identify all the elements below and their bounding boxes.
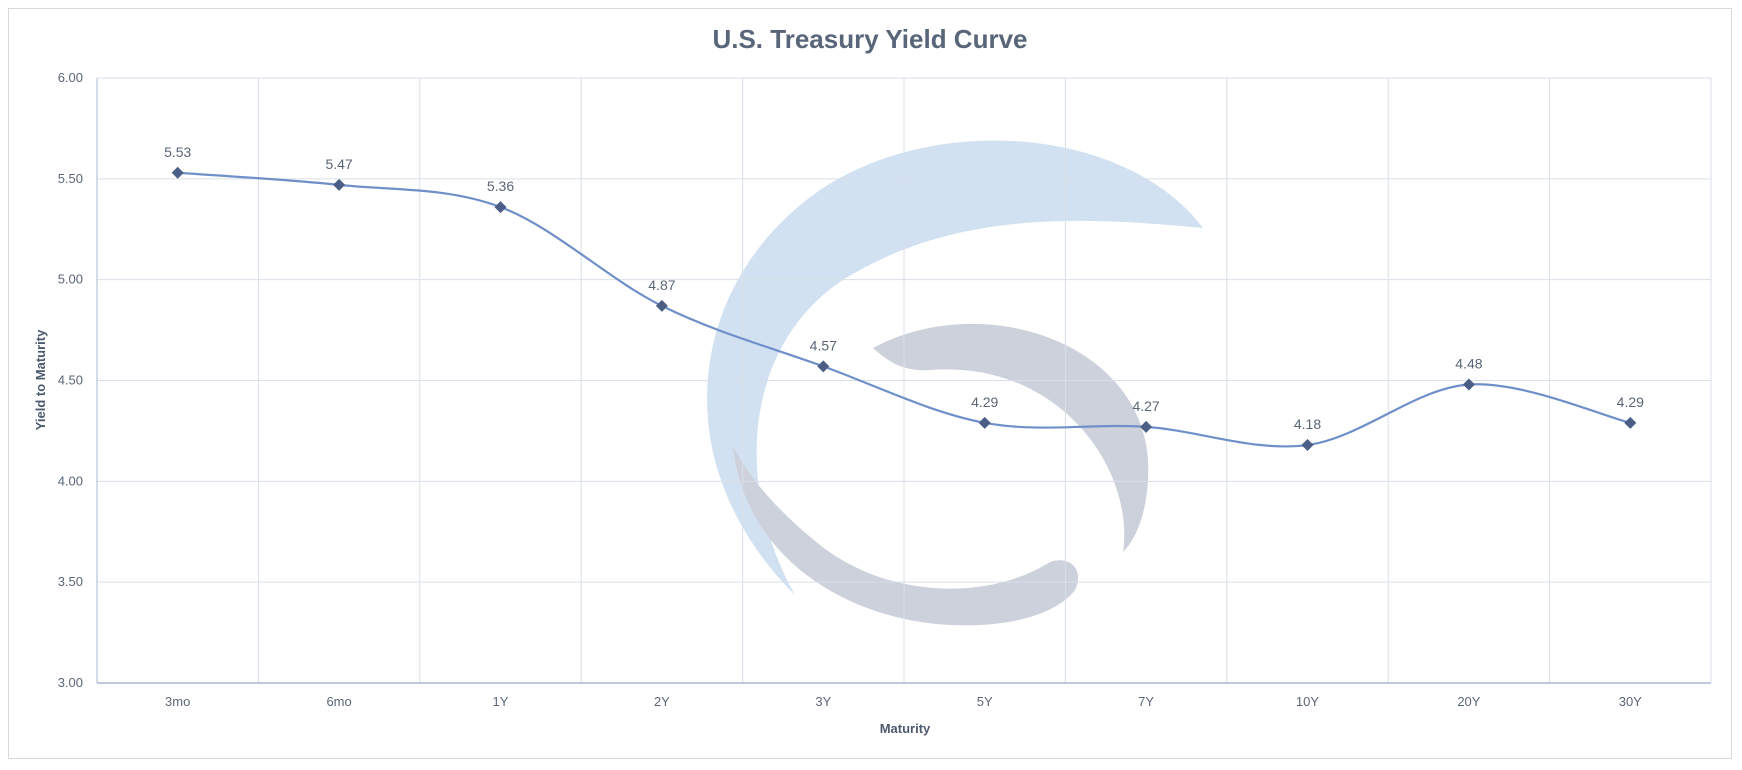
- x-tick-label: 30Y: [1619, 694, 1642, 709]
- x-tick-label: 2Y: [654, 694, 670, 709]
- watermark-gray-arc-lower: [733, 446, 1079, 626]
- axes: [96, 78, 1711, 684]
- x-tick-label: 1Y: [493, 694, 509, 709]
- data-label: 4.57: [810, 337, 837, 353]
- data-point-marker: [655, 299, 668, 312]
- x-axis-title: Maturity: [880, 721, 931, 736]
- series-line: [177, 171, 1631, 448]
- data-point-marker: [171, 166, 184, 179]
- data-point-marker: [494, 201, 507, 214]
- data-label: 4.18: [1294, 416, 1321, 432]
- y-axis-title: Yield to Maturity: [33, 329, 48, 430]
- data-label: 5.53: [164, 144, 191, 160]
- x-tick-labels: 3mo 6mo 1Y 2Y 3Y 5Y 7Y 10Y 20Y 30Y: [165, 694, 1642, 709]
- data-label: 5.47: [325, 156, 352, 172]
- y-tick-label: 5.00: [58, 272, 83, 287]
- x-tick-label: 5Y: [977, 694, 993, 709]
- data-point-marker: [1301, 439, 1314, 452]
- x-tick-label: 20Y: [1457, 694, 1480, 709]
- data-point-marker: [817, 360, 830, 373]
- data-label: 5.36: [487, 178, 514, 194]
- series-markers: [171, 166, 1637, 452]
- data-point-marker: [1140, 420, 1153, 433]
- data-point-marker: [978, 416, 991, 429]
- watermark-blue-arc: [707, 140, 1203, 595]
- data-label: 4.27: [1132, 398, 1159, 414]
- y-tick-label: 4.00: [58, 473, 83, 488]
- yield-line: [177, 171, 1631, 448]
- data-label: 4.48: [1455, 356, 1482, 372]
- y-tick-label: 4.50: [58, 373, 83, 388]
- data-point-marker: [1462, 378, 1475, 391]
- y-tick-label: 3.50: [58, 574, 83, 589]
- x-tick-label: 3mo: [165, 694, 190, 709]
- watermark-logo: [707, 140, 1203, 626]
- y-tick-labels: 3.00 3.50 4.00 4.50 5.00 5.50 6.00: [58, 70, 83, 690]
- chart-title: U.S. Treasury Yield Curve: [712, 24, 1027, 54]
- data-point-marker: [333, 178, 346, 191]
- data-labels: 5.53 5.47 5.36 4.87 4.57 4.29 4.27 4.18 4.48 4.29: [164, 144, 1644, 432]
- watermark-gray-arc-upper: [873, 323, 1149, 552]
- x-tick-label: 6mo: [326, 694, 351, 709]
- x-tick-label: 10Y: [1296, 694, 1319, 709]
- x-tick-label: 7Y: [1138, 694, 1154, 709]
- data-label: 4.29: [971, 394, 998, 410]
- data-label: 4.29: [1617, 394, 1644, 410]
- x-tick-label: 3Y: [815, 694, 831, 709]
- data-point-marker: [1624, 416, 1637, 429]
- chart-frame: [8, 8, 1732, 759]
- grid-lines: [96, 77, 1712, 684]
- y-tick-label: 3.00: [58, 675, 83, 690]
- y-tick-label: 5.50: [58, 171, 83, 186]
- y-tick-label: 6.00: [58, 70, 83, 85]
- data-label: 4.87: [648, 277, 675, 293]
